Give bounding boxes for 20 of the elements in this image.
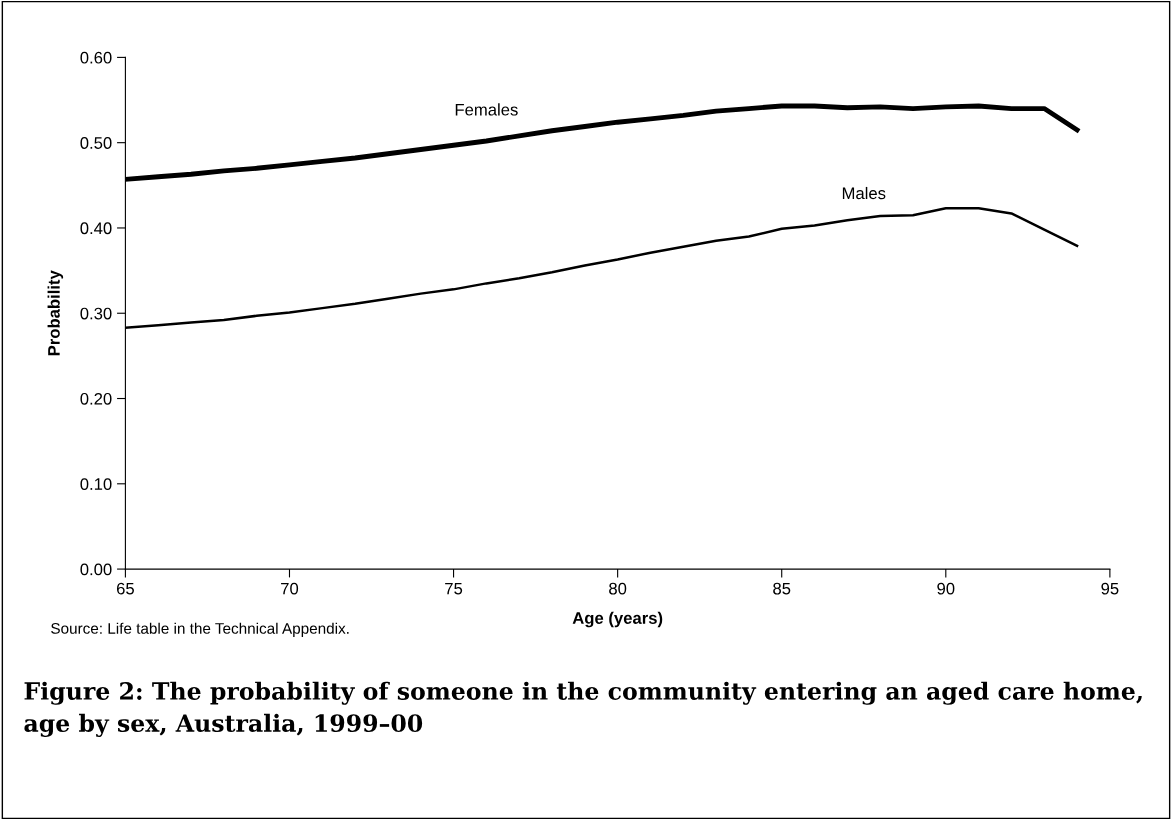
source-note: Source: Life table in the Technical Appendix. xyxy=(51,622,349,637)
series-label: Males xyxy=(842,186,886,200)
y-tick-label: 0.00 xyxy=(80,563,112,576)
x-tick-label: 80 xyxy=(609,582,627,595)
y-tick-label: 0.60 xyxy=(80,51,112,64)
x-tick-label: 85 xyxy=(773,582,791,595)
y-axis-title: Probability xyxy=(47,270,64,356)
y-tick-label: 0.10 xyxy=(80,478,112,490)
series-label: Females xyxy=(455,103,518,116)
x-tick-label: 75 xyxy=(445,582,463,595)
y-tick-label: 0.40 xyxy=(80,222,112,235)
y-tick-label: 0.30 xyxy=(80,307,112,320)
x-tick-label: 70 xyxy=(281,582,299,595)
y-tick-label: 0.20 xyxy=(80,392,112,405)
x-tick-label: 90 xyxy=(937,582,955,595)
x-tick-label: 95 xyxy=(1101,582,1119,595)
text: Figure 2: The probability of someone in the community entering an aged care home, age by sex, Australia, 1999–00 xyxy=(24,681,1142,737)
y-tick-label: 0.50 xyxy=(80,137,112,149)
x-tick-label: 65 xyxy=(116,582,134,595)
x-axis-title: Age (years) xyxy=(572,611,663,628)
